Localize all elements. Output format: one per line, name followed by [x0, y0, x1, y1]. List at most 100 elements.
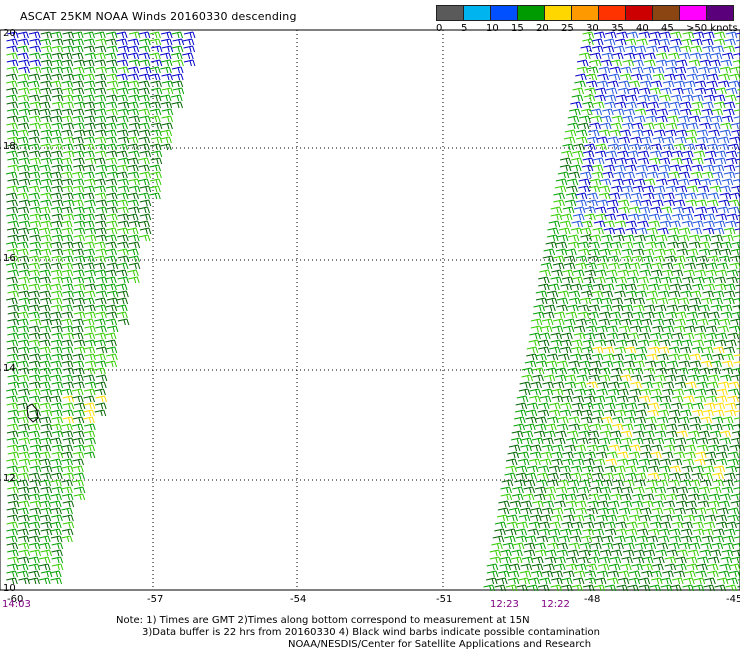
wind-barb: [622, 305, 633, 311]
wind-barb: [30, 319, 41, 325]
wind-barb: [183, 39, 194, 45]
wind-barb: [138, 179, 149, 185]
wind-barb: [61, 130, 72, 136]
wind-barb: [663, 144, 674, 150]
wind-barb: [592, 291, 603, 297]
wind-barb: [618, 333, 629, 339]
wind-barb: [39, 459, 50, 465]
wind-barb: [662, 389, 673, 395]
wind-barb: [575, 200, 586, 206]
wind-barb: [609, 445, 620, 451]
wind-barb: [39, 333, 50, 339]
wind-barb: [580, 298, 591, 304]
wind-barb: [595, 270, 606, 276]
wind-barb: [610, 67, 621, 73]
wind-barb: [608, 256, 619, 262]
wind-barb: [546, 368, 557, 374]
wind-barb: [565, 200, 576, 206]
wind-barb: [590, 361, 601, 367]
wind-barb: [39, 557, 50, 563]
wind-barb: [29, 543, 40, 549]
wind-barb: [544, 305, 555, 311]
wind-barb: [592, 172, 603, 178]
wind-barb: [562, 270, 573, 276]
wind-barb: [719, 438, 730, 444]
wind-barb: [643, 375, 654, 381]
wind-barb: [652, 508, 663, 514]
wind-barb: [524, 424, 535, 430]
wind-barb: [713, 347, 724, 353]
wind-barb: [629, 578, 640, 584]
wind-barb: [536, 298, 547, 304]
wind-barb: [655, 424, 666, 430]
wind-barb: [571, 347, 582, 353]
wind-barb: [61, 221, 72, 227]
wind-barb: [630, 389, 641, 395]
wind-barb: [680, 102, 691, 108]
wind-barb: [684, 263, 695, 269]
wind-barb: [725, 95, 736, 101]
wind-barb: [51, 74, 62, 80]
wind-barb: [727, 459, 738, 465]
wind-barb: [718, 81, 729, 87]
wind-barb: [671, 459, 682, 465]
wind-barb: [625, 228, 636, 234]
wind-barb: [74, 312, 85, 318]
wind-barb: [6, 81, 17, 87]
wind-barb: [634, 235, 645, 241]
wind-barb: [637, 277, 648, 283]
wind-barb: [621, 501, 632, 507]
wind-barb: [706, 263, 717, 269]
wind-barb: [29, 340, 40, 346]
wind-barb: [634, 424, 645, 430]
wind-barb: [620, 564, 631, 570]
wind-barb: [51, 389, 62, 395]
wind-barb: [640, 389, 651, 395]
wind-barb: [498, 571, 509, 577]
wind-barb: [160, 95, 171, 101]
wind-barb: [552, 508, 563, 514]
wind-barb: [641, 200, 652, 206]
wind-barb: [536, 361, 547, 367]
wind-barb: [62, 88, 73, 94]
wind-barb: [578, 123, 589, 129]
wind-barb: [129, 242, 140, 248]
wind-barb: [85, 228, 96, 234]
wind-barb: [28, 557, 39, 563]
wind-barb: [619, 81, 630, 87]
wind-barb: [658, 172, 669, 178]
wind-barb: [694, 214, 705, 220]
wind-barb: [106, 109, 117, 115]
wind-barb: [40, 396, 51, 402]
wind-barb: [670, 536, 681, 542]
wind-barb: [573, 270, 584, 276]
wind-barb: [40, 263, 51, 269]
wind-barb: [555, 186, 566, 192]
wind-barb: [626, 529, 637, 535]
wind-barb: [599, 186, 610, 192]
wind-barb: [52, 46, 63, 52]
wind-barb: [494, 529, 505, 535]
wind-barb: [129, 263, 140, 269]
wind-barb: [41, 67, 52, 73]
wind-barb: [611, 186, 622, 192]
wind-barb: [602, 361, 613, 367]
wind-barb: [83, 214, 94, 220]
wind-barb: [695, 81, 706, 87]
wind-barb: [51, 403, 62, 409]
wind-barb: [563, 571, 574, 577]
wind-barb: [118, 46, 129, 52]
wind-barb: [681, 39, 692, 45]
wind-barb: [40, 291, 51, 297]
wind-barb: [19, 578, 30, 584]
wind-barb: [722, 368, 733, 374]
wind-barb: [28, 95, 39, 101]
wind-barb: [532, 375, 543, 381]
wind-barb: [543, 501, 554, 507]
wind-barb: [105, 270, 116, 276]
wind-barb: [734, 417, 740, 423]
wind-barb: [63, 298, 74, 304]
wind-barb: [722, 235, 733, 241]
wind-barb: [666, 60, 677, 66]
wind-barb: [690, 228, 701, 234]
